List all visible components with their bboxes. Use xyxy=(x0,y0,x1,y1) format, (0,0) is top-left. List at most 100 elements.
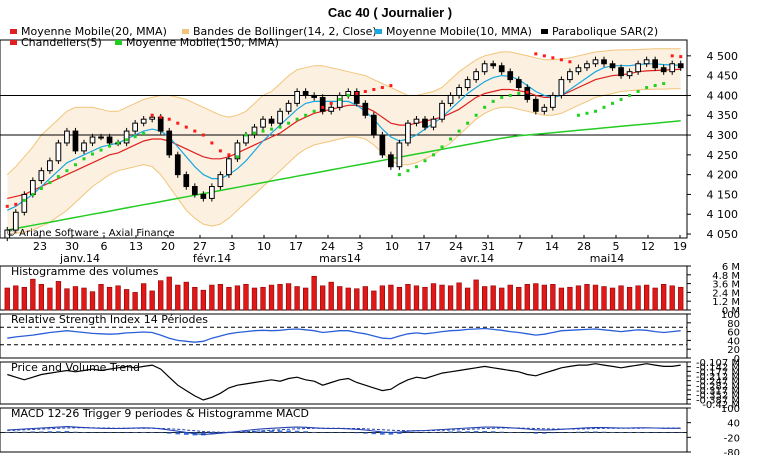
volume-bar xyxy=(550,284,556,311)
volume-bar xyxy=(320,285,326,311)
volume-bar xyxy=(362,286,368,311)
candle-body xyxy=(226,158,232,176)
macd-histogram-bar xyxy=(98,432,104,433)
x-day-label: 28 xyxy=(577,240,591,253)
macd-histogram-bar xyxy=(550,432,556,434)
sar-dot xyxy=(108,144,112,148)
candlestick xyxy=(47,157,53,174)
y-tick-label: 6 M xyxy=(722,262,740,273)
volume-bar xyxy=(243,284,249,311)
candle-body xyxy=(558,79,565,96)
volume-bar xyxy=(507,284,513,311)
candle-body xyxy=(81,142,87,152)
x-day-label: 5 xyxy=(613,240,620,253)
legend-swatch xyxy=(115,40,122,45)
macd-histogram-bar xyxy=(30,431,36,433)
legend-label: Moyenne Mobile(150, MMA) xyxy=(126,36,279,49)
macd-histogram-bar xyxy=(243,431,249,433)
candle-body xyxy=(669,63,676,73)
candlestick xyxy=(490,60,497,69)
macd-histogram-bar xyxy=(610,431,615,433)
candle-body xyxy=(430,118,437,128)
candlestick xyxy=(567,68,573,83)
macd-histogram-bar xyxy=(107,432,112,433)
candlestick xyxy=(660,64,667,75)
legend-swatch xyxy=(10,29,17,34)
sar-dot xyxy=(593,109,597,113)
volume-bar xyxy=(30,278,36,311)
macd-histogram-bar xyxy=(490,431,496,433)
candlestick xyxy=(515,76,522,91)
candle-body xyxy=(183,174,190,188)
macd-histogram-bar xyxy=(21,431,27,433)
macd-histogram-bar xyxy=(81,432,87,433)
y-tick-label: 100 xyxy=(721,404,740,415)
sar-dot xyxy=(346,93,350,97)
macd-histogram-bar xyxy=(635,431,641,433)
sar-dot xyxy=(22,198,26,202)
macd-histogram-bar xyxy=(303,431,308,433)
candle-body xyxy=(191,186,198,195)
macd-trigger-line xyxy=(7,427,681,433)
candlestick xyxy=(379,131,386,159)
candle-body xyxy=(47,160,53,172)
candle-body xyxy=(29,180,36,195)
volume-bar xyxy=(260,286,266,311)
candlestick xyxy=(439,100,445,123)
macd-histogram-bar xyxy=(507,432,513,433)
candle-body xyxy=(217,174,224,188)
sar-dot xyxy=(295,117,299,121)
candlestick xyxy=(268,116,275,127)
volume-bar xyxy=(115,285,121,311)
sar-dot xyxy=(321,105,325,109)
macd-histogram-bar xyxy=(286,430,291,433)
macd-histogram-bar xyxy=(141,431,147,433)
macd-histogram-bar xyxy=(524,432,530,434)
candlestick xyxy=(575,64,582,75)
volume-bar xyxy=(192,286,198,311)
candlestick xyxy=(200,191,207,202)
candle-body xyxy=(481,63,488,73)
sar-dot xyxy=(602,105,606,109)
sar-dot xyxy=(31,192,35,196)
volume-bar xyxy=(89,291,96,311)
candle-body xyxy=(498,65,505,73)
sar-dot xyxy=(56,175,60,179)
x-day-label: 7 xyxy=(517,240,524,253)
sar-dot xyxy=(244,133,248,137)
sar-dot xyxy=(261,129,265,133)
candlestick xyxy=(626,68,633,79)
candlestick xyxy=(473,68,479,83)
y-tick-label: 20 xyxy=(727,345,740,356)
candlestick xyxy=(140,116,147,127)
macd-histogram-bar xyxy=(175,432,181,435)
x-day-label: 6 xyxy=(101,240,108,253)
y-tick-label: 4 150 xyxy=(707,188,739,201)
candle-body xyxy=(464,79,471,89)
sar-dot xyxy=(363,89,367,93)
candlestick xyxy=(183,171,190,190)
sar-dot xyxy=(99,148,103,152)
volume-bar xyxy=(268,284,275,311)
macd-histogram-bar xyxy=(13,431,19,433)
macd-histogram-bar xyxy=(669,432,675,433)
sar-dot xyxy=(483,105,487,109)
volume-bar xyxy=(371,290,377,311)
y-tick-label: 80 xyxy=(727,319,740,330)
sar-dot xyxy=(91,152,95,156)
macd-histogram-bar xyxy=(371,432,377,435)
sar-dot xyxy=(218,149,222,153)
candle-body xyxy=(396,142,403,168)
sar-dot xyxy=(397,173,401,177)
candle-body xyxy=(618,67,624,77)
candlestick xyxy=(311,92,318,101)
sar-dot xyxy=(312,109,316,113)
macd-histogram-bar xyxy=(584,431,590,433)
y-tick-label: 4 200 xyxy=(707,169,739,182)
y-tick-label: 100 xyxy=(721,310,740,321)
candlestick xyxy=(652,56,659,71)
candlestick xyxy=(635,60,641,75)
sar-dot xyxy=(329,101,333,105)
volume-bar xyxy=(567,286,573,311)
